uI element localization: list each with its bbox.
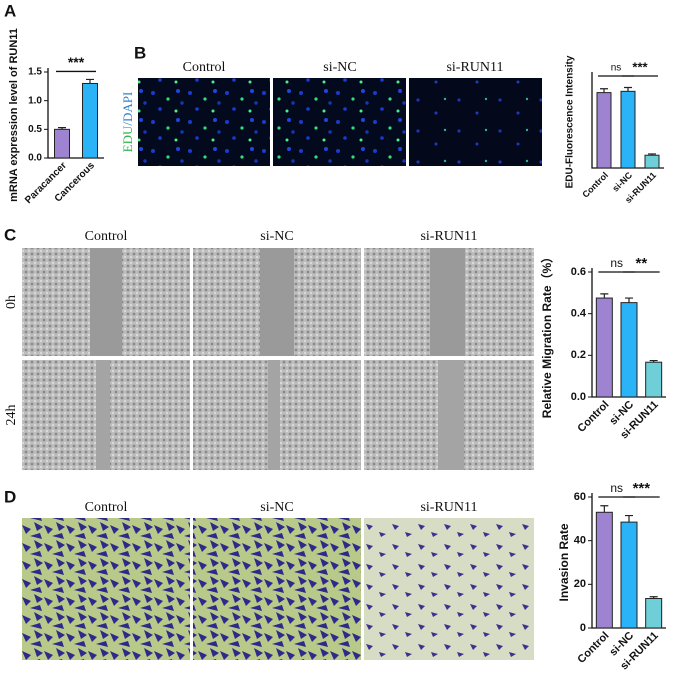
significance-label: ns [610, 481, 623, 495]
stain-dapi: /DAPI [120, 92, 135, 126]
error-bar [625, 297, 633, 303]
panel-c-images [22, 248, 534, 470]
bar [54, 128, 70, 159]
y-tick-label: 20 [574, 578, 586, 590]
error-bar [600, 88, 608, 93]
y-tick-label: 0.4 [571, 308, 587, 320]
row-label: 24h [4, 405, 19, 426]
bar [620, 521, 638, 629]
column-label: si-RUN11 [420, 500, 477, 515]
significance-label: *** [633, 480, 651, 497]
bar [620, 90, 636, 169]
column-label: Control [85, 229, 128, 244]
y-tick-label: 0.0 [571, 391, 586, 403]
column-label: Control [183, 60, 226, 75]
bar [595, 297, 613, 398]
bar [620, 302, 638, 398]
y-tick-label: 40 [574, 535, 586, 547]
y-axis-label: mRNA expression level of RUN11 [8, 28, 20, 202]
stain-label: EDU/DAPI [120, 92, 135, 153]
panel-label: D [4, 487, 16, 506]
column-label: si-NC [260, 500, 293, 515]
y-tick-label: 1.5 [28, 67, 42, 78]
y-tick-label: 1.0 [28, 95, 42, 106]
panel-d-images [22, 518, 534, 660]
error-bar [649, 596, 658, 599]
error-bar [600, 293, 609, 299]
x-tick-label: Control [575, 399, 611, 435]
y-tick-label: 0 [580, 622, 586, 634]
y-axis-label: Invasion Rate [557, 523, 571, 601]
error-bar [86, 78, 94, 84]
column-label: si-NC [323, 60, 356, 75]
significance-label: ns [610, 256, 623, 270]
bar [645, 361, 663, 398]
error-bar [58, 127, 66, 130]
error-bar [600, 505, 609, 513]
y-axis-label: Relative Migration Rate（%） [539, 251, 554, 418]
panel-b-images [138, 78, 542, 166]
x-tick-label: Control [575, 630, 611, 666]
error-bar [648, 153, 656, 156]
error-bar [649, 359, 658, 363]
significance-label: *** [68, 54, 85, 70]
y-tick-label: 0.6 [571, 266, 586, 278]
axis [591, 72, 664, 169]
y-axis-label: EDU-Fluorescence Intensity [565, 55, 576, 188]
column-label: si-RUN11 [446, 60, 503, 75]
bar [595, 511, 613, 629]
bar [644, 154, 660, 169]
y-tick-label: 0.2 [571, 349, 586, 361]
significance-label: ** [635, 255, 647, 272]
y-tick-label: 0.0 [28, 153, 42, 164]
bar [82, 82, 98, 159]
panel-label: A [4, 1, 16, 20]
column-label: si-NC [260, 229, 293, 244]
panel-label: C [4, 225, 16, 244]
y-tick-label: 60 [574, 491, 586, 503]
bar [596, 92, 612, 169]
significance-label: ns [611, 63, 622, 74]
error-bar [624, 86, 632, 92]
error-bar [625, 514, 633, 523]
bar [645, 598, 663, 629]
y-tick-label: 0.5 [28, 124, 42, 135]
x-tick-label: Control [580, 170, 610, 200]
column-label: Control [85, 500, 128, 515]
significance-label: *** [632, 59, 648, 74]
row-label: 0h [4, 295, 19, 309]
column-label: si-RUN11 [420, 229, 477, 244]
stain-edu: EDU [120, 125, 135, 152]
panel-label: B [134, 43, 146, 62]
